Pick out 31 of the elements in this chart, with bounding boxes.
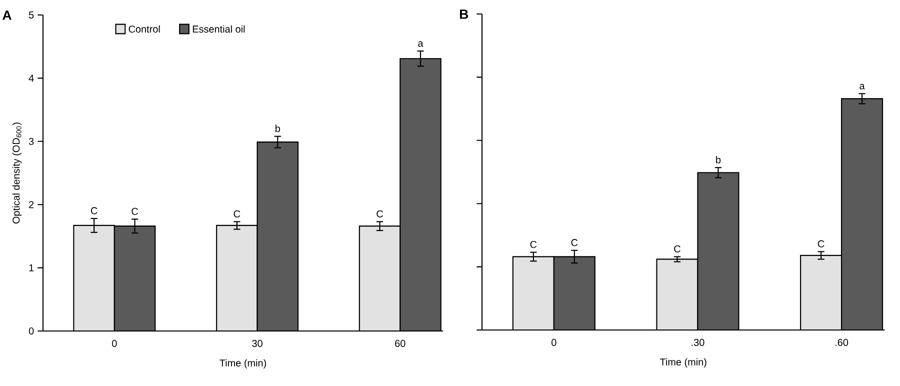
x-axis-title: Time (min) xyxy=(660,358,706,368)
legend-label: Control xyxy=(128,25,160,33)
annotation: C xyxy=(674,245,680,252)
annotation: a xyxy=(860,84,865,90)
y-tick-label: 2 xyxy=(29,201,34,208)
x-tick-label: .60 xyxy=(836,338,848,346)
annotation: a xyxy=(418,41,424,47)
x-tick-label: 30 xyxy=(252,340,262,347)
y-tick-label: 1 xyxy=(29,264,34,272)
y-tick-label: 5 xyxy=(28,12,34,18)
y-axis-title: Optical density (OD$_{600}$) xyxy=(12,122,22,224)
chart-title: B xyxy=(460,10,468,19)
annotation: C xyxy=(376,210,384,218)
annotation: b xyxy=(276,124,280,132)
annotation: C xyxy=(818,240,824,248)
annotation: C xyxy=(132,208,138,215)
annotation: C xyxy=(571,239,578,246)
chart-title: A xyxy=(2,10,12,20)
y-tick-label: 0 xyxy=(28,327,34,335)
x-tick-label: 0 xyxy=(552,338,556,346)
annotation: C xyxy=(234,210,240,218)
x-tick-label: 0 xyxy=(112,340,117,347)
x-tick-label: 60 xyxy=(395,340,406,347)
legend-label: Essential oil xyxy=(192,25,245,33)
annotation: C xyxy=(90,207,98,214)
annotation: C xyxy=(530,240,537,248)
y-tick-label: 3 xyxy=(28,138,34,145)
annotation: b xyxy=(716,156,721,164)
x-tick-label: .30 xyxy=(692,338,704,346)
y-tick-label: 4 xyxy=(28,74,34,82)
x-axis-title: Time (min) xyxy=(220,359,266,368)
